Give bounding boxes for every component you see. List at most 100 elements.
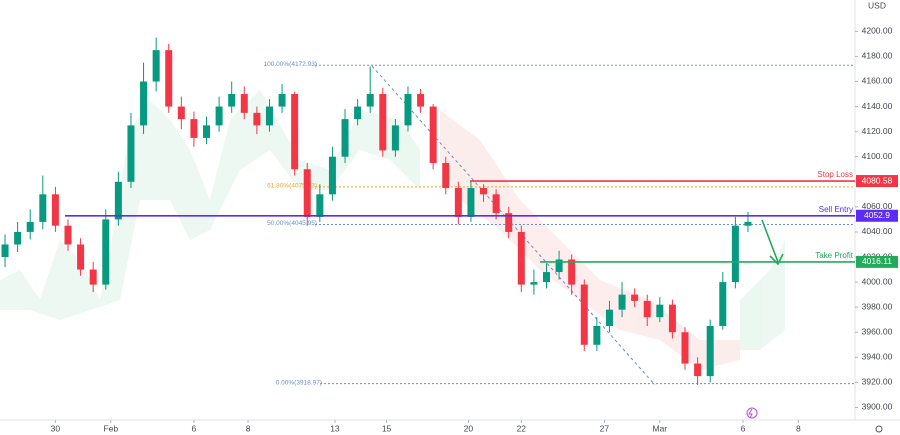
candle-body [253,112,261,126]
candle-body [64,225,72,245]
candle-body [291,94,299,170]
fib-label: 50.00%(4045.95) [267,220,317,227]
candle-body [580,284,588,345]
candle-body [152,50,160,82]
x-tick-label: 30 [51,423,61,433]
settings-icon[interactable] [875,425,883,433]
candle-body [404,94,412,126]
candle-body [341,119,349,157]
candle-body [228,94,236,107]
fib-label: 61.80%(4075.93) [267,183,317,190]
price-box [856,255,898,268]
candle-body [391,125,399,151]
cloud-red [440,110,740,370]
y-tick-label: 4060.00 [862,201,893,211]
event-icon [748,408,753,419]
candle-body [140,81,148,126]
candle-body [643,300,651,318]
candle-body [467,188,475,217]
candle-body [165,50,173,107]
candle-body [694,363,702,377]
price-box-label: 4080.58 [862,175,893,185]
fib-label: 0.00%(3918.97) [276,379,322,386]
candle-body [127,125,135,182]
candle-body [278,94,286,107]
y-tick-label: 4120.00 [862,126,893,136]
cloud-green-future [740,240,785,350]
price-box [856,175,898,188]
event-icon-ring [746,407,758,419]
candle-body [26,221,34,232]
candle-body [618,294,626,310]
x-tick-label: 15 [382,423,392,433]
x-tick-label: 13 [330,423,340,433]
candle-body [77,244,85,270]
level-name: Sell Entry [819,205,853,214]
candle-body [530,282,538,285]
candle-body [51,194,59,226]
level-name: Take Profit [815,251,854,260]
currency-label: USD [868,0,886,10]
y-tick-label: 4000.00 [862,276,893,286]
candle-body [505,213,513,232]
candle-body [681,332,689,364]
y-tick-label: 4040.00 [862,226,893,236]
candle-body [354,106,362,120]
y-tick-label: 4160.00 [862,76,893,86]
candle-body [379,94,387,151]
candle-body [656,304,664,318]
candle-body [303,169,311,217]
candle-body [442,162,450,189]
candle-body [605,309,613,326]
candle-body [668,304,676,333]
candle-body [593,325,601,345]
candle-body [114,181,122,220]
candle-body [454,188,462,217]
fib-label: 100.00%(4172.93) [264,61,318,68]
candle-body [203,125,211,138]
y-tick-label: 3900.00 [862,402,893,412]
candle-body [542,272,550,283]
candle-body [568,259,576,285]
candle-body [316,194,324,217]
level-name: Stop Loss [817,170,853,179]
candle-body [328,156,336,195]
candle-body [517,231,525,285]
projection-arrow [761,219,784,266]
y-tick-label: 4100.00 [862,151,893,161]
candle-body [744,221,752,226]
candle-body [719,282,727,326]
candle-body [417,94,425,107]
x-tick-label: 8 [246,423,251,433]
x-tick-label: 27 [600,423,610,433]
candle-body [555,259,563,273]
y-tick-label: 3980.00 [862,301,893,311]
candle-body [14,231,22,245]
x-tick-label: 6 [192,423,197,433]
candle-body [492,194,500,214]
candle-body [366,94,374,107]
y-tick-label: 3920.00 [862,377,893,387]
y-tick-label: 3960.00 [862,326,893,336]
candle-body [240,94,248,113]
candle-body [89,269,97,285]
price-box [856,209,898,222]
x-tick-label: 22 [517,423,527,433]
x-tick-label: Feb [103,423,118,433]
candle-body [706,325,714,377]
y-tick-label: 4200.00 [862,26,893,36]
candle-body [1,244,9,258]
x-tick-label: 20 [464,423,474,433]
candle-body [39,194,47,222]
fib-trend-line [371,65,656,386]
candle-body [731,225,739,283]
price-box-label: 4052.9 [864,210,890,220]
candle-body [480,188,488,195]
x-tick-label: 8 [796,423,801,433]
candle-body [429,106,437,163]
candle-body [102,219,110,285]
x-tick-label: Mar [653,423,668,433]
price-box-label: 4016.11 [862,256,892,266]
cloud-green [0,90,420,320]
